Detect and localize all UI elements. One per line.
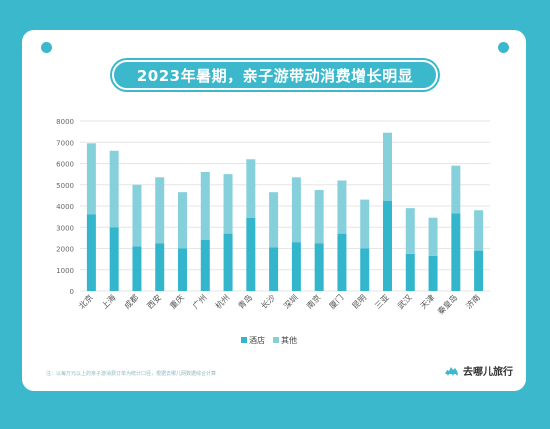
- bar-hotel: [132, 246, 142, 291]
- footnote: 注：以每万元以上的亲子游消费订单为统计口径，根据去哪儿网数据综合计算: [46, 371, 217, 377]
- bar-other: [155, 177, 165, 244]
- bar-other: [269, 192, 279, 248]
- card-hole-left: [41, 42, 52, 53]
- x-tick-label: 武汉: [395, 292, 413, 310]
- legend-swatch-hotel: [241, 337, 247, 343]
- chart-title: 2023年暑期，亲子游带动消费增长明显: [112, 60, 438, 90]
- camel-logo-icon: [445, 366, 458, 376]
- bar-other: [132, 184, 142, 247]
- y-tick-label: 6000: [56, 161, 74, 169]
- x-tick-label: 秦皇岛: [435, 292, 459, 316]
- legend-label: 其他: [281, 335, 297, 345]
- x-tick-label: 广州: [190, 292, 208, 310]
- y-tick-label: 0: [70, 288, 74, 296]
- bar-hotel: [178, 248, 187, 291]
- bar-other: [109, 150, 119, 228]
- bar-other: [200, 172, 210, 240]
- bar-hotel: [337, 233, 347, 291]
- legend-swatch-other: [273, 337, 279, 343]
- x-tick-label: 厦门: [327, 292, 345, 310]
- y-tick-label: 7000: [56, 139, 74, 147]
- bar-hotel: [314, 243, 324, 291]
- y-tick-label: 1000: [56, 267, 74, 275]
- y-tick-label: 2000: [56, 246, 74, 254]
- bar-other: [337, 180, 347, 234]
- bar-hotel: [86, 214, 96, 291]
- bar-other: [223, 174, 233, 234]
- x-tick-label: 重庆: [168, 292, 186, 310]
- bar-hotel: [428, 255, 438, 291]
- y-tick-label: 8000: [56, 118, 74, 126]
- card-hole-right: [498, 42, 509, 53]
- y-tick-label: 4000: [56, 203, 74, 211]
- bar-hotel: [383, 200, 392, 291]
- bar-other: [383, 132, 392, 201]
- bar-other: [360, 199, 370, 249]
- x-tick-label: 三亚: [373, 293, 391, 311]
- bar-other: [246, 159, 256, 218]
- bar-other: [428, 217, 438, 256]
- x-tick-label: 西安: [145, 292, 163, 310]
- y-tick-label: 3000: [56, 224, 74, 232]
- x-tick-label: 成都: [122, 292, 140, 310]
- bar-hotel: [474, 250, 484, 291]
- x-tick-label: 济南: [464, 292, 482, 310]
- brand-logo: 去哪儿旅行: [444, 363, 513, 378]
- bar-hotel: [405, 253, 415, 291]
- bar-hotel: [109, 227, 119, 291]
- bar-other: [86, 143, 96, 215]
- bar-hotel: [200, 240, 210, 291]
- x-tick-label: 青岛: [236, 292, 254, 310]
- bar-other: [178, 192, 187, 249]
- bar-other: [474, 210, 484, 251]
- bar-hotel: [155, 243, 165, 291]
- bar-other: [314, 190, 324, 244]
- bar-hotel: [269, 247, 279, 291]
- y-tick-label: 5000: [56, 182, 74, 190]
- bar-other: [291, 177, 301, 243]
- bar-hotel: [291, 242, 301, 291]
- x-tick-label: 长沙: [259, 292, 277, 310]
- x-tick-label: 昆明: [350, 293, 368, 311]
- x-tick-label: 上海: [99, 292, 117, 310]
- bar-hotel: [451, 213, 461, 291]
- bar-other: [451, 165, 461, 214]
- bar-hotel: [360, 248, 370, 291]
- legend-label: 酒店: [249, 335, 265, 345]
- bar-hotel: [223, 233, 233, 291]
- x-tick-label: 北京: [76, 292, 94, 310]
- bar-hotel: [246, 217, 256, 291]
- x-tick-label: 杭州: [213, 292, 231, 310]
- x-tick-label: 深圳: [281, 292, 299, 310]
- x-tick-label: 天津: [418, 292, 436, 310]
- brand-name: 去哪儿旅行: [463, 367, 513, 378]
- x-tick-label: 南京: [304, 292, 322, 310]
- bar-other: [405, 208, 415, 254]
